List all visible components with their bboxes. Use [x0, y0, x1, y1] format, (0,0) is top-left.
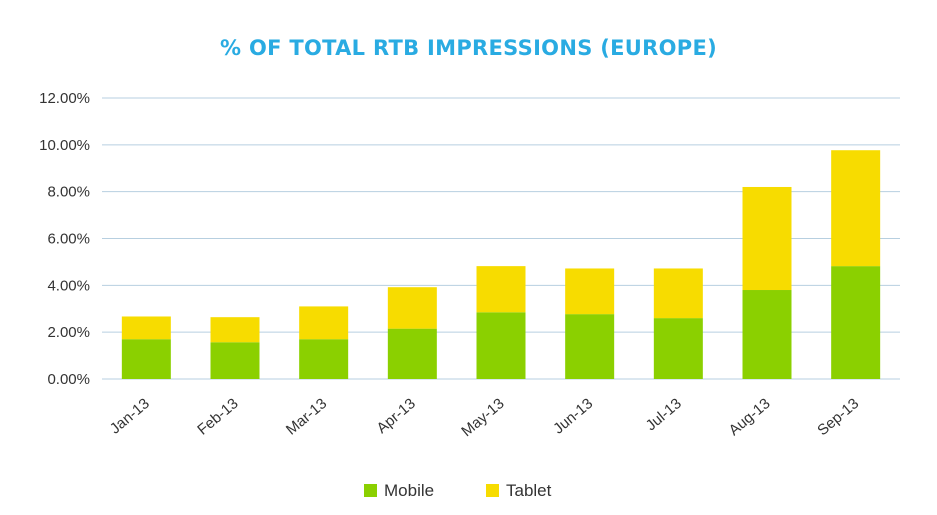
- x-tick-label: Feb-13: [194, 395, 241, 439]
- bar-tablet-mar-13: [299, 306, 349, 340]
- y-tick-label: 6.00%: [47, 231, 90, 248]
- legend-label-tablet: Tablet: [506, 481, 552, 500]
- bar-mobile-jan-13: [121, 339, 171, 379]
- bar-mobile-aug-13: [742, 290, 792, 379]
- y-tick-label: 4.00%: [47, 277, 90, 294]
- legend-swatch-mobile: [364, 484, 377, 497]
- bar-mobile-sep-13: [831, 266, 881, 379]
- bar-tablet-jan-13: [121, 316, 171, 340]
- bar-tablet-aug-13: [742, 186, 792, 291]
- bar-tablet-jun-13: [565, 268, 615, 315]
- y-tick-label: 12.00%: [39, 90, 90, 107]
- y-tick-label: 0.00%: [47, 371, 90, 388]
- bar-mobile-jun-13: [565, 314, 615, 379]
- y-axis-tick-labels: 0.00% 2.00% 4.00% 6.00% 8.00% 10.00% 12.00%: [39, 90, 90, 388]
- x-tick-label: Jun-13: [550, 395, 596, 438]
- bar-tablet-sep-13: [831, 150, 881, 267]
- x-axis-tick-labels: Jan-13 Feb-13 Mar-13 Apr-13 May-13 Jun-13 Jul-…: [107, 395, 862, 440]
- x-tick-label: Sep-13: [814, 395, 862, 439]
- x-tick-label: Jan-13: [107, 395, 153, 438]
- bar-tablet-feb-13: [210, 317, 260, 343]
- bar-mobile-apr-13: [387, 328, 437, 379]
- bar-mobile-feb-13: [210, 342, 260, 379]
- bar-mobile-may-13: [476, 312, 526, 379]
- bar-tablet-jul-13: [653, 268, 703, 319]
- x-tick-label: Mar-13: [283, 395, 330, 439]
- legend-swatch-tablet: [486, 484, 499, 497]
- bar-tablet-may-13: [476, 266, 526, 313]
- y-tick-label: 2.00%: [47, 324, 90, 341]
- x-tick-label: Apr-13: [373, 395, 418, 437]
- y-tick-label: 10.00%: [39, 137, 90, 154]
- bar-tablet-apr-13: [387, 287, 437, 329]
- legend-label-mobile: Mobile: [384, 481, 434, 500]
- legend: Mobile Tablet: [364, 481, 552, 500]
- bar-mobile-jul-13: [653, 318, 703, 379]
- bar-mobile-mar-13: [299, 339, 349, 379]
- bars: [121, 150, 881, 379]
- y-tick-label: 8.00%: [47, 184, 90, 201]
- x-tick-label: May-13: [458, 395, 507, 440]
- chart-title: % OF TOTAL RTB IMPRESSIONS (EUROPE): [220, 36, 717, 60]
- x-tick-label: Aug-13: [726, 395, 774, 439]
- x-tick-label: Jul-13: [643, 395, 685, 434]
